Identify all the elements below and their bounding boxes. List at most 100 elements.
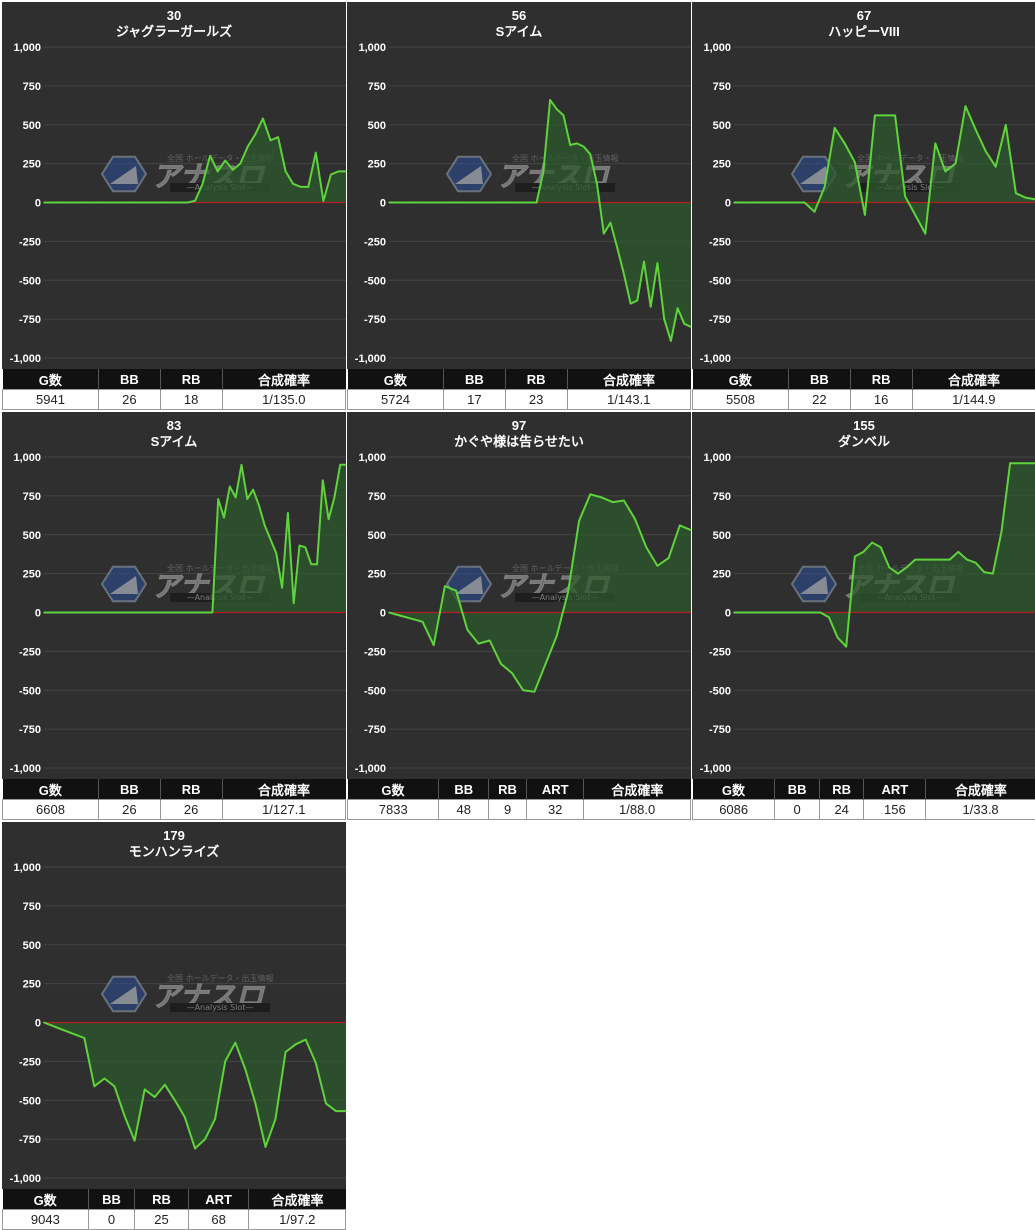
- stats-value: 1/143.1: [566, 389, 691, 410]
- y-tick-label: -1,000: [10, 353, 41, 365]
- data-point: [741, 611, 744, 614]
- data-point: [974, 561, 977, 564]
- data-point: [522, 689, 524, 692]
- logo-hexagon: [790, 565, 838, 603]
- data-point: [645, 546, 648, 548]
- data-point: [188, 611, 190, 614]
- chart-number: 56: [511, 8, 527, 23]
- data-point: [767, 611, 770, 614]
- data-point: [578, 520, 580, 522]
- data-point: [773, 201, 776, 204]
- stats-header: RB: [849, 369, 912, 390]
- stats-value: 22: [788, 389, 851, 410]
- data-point: [65, 201, 68, 204]
- data-point: [179, 201, 181, 204]
- data-point: [269, 139, 272, 142]
- chart-svg: 1,0007505002500-250-500-750-1,000アナスロ全国 …: [355, 452, 691, 775]
- stats-header: G数: [2, 369, 99, 390]
- stats-value-row: 5941 26 18 1/135.0: [1, 389, 346, 410]
- data-point: [103, 1077, 106, 1080]
- chart-svg: 1,0007505002500-250-500-750-1,000アナスロ全国 …: [355, 42, 691, 365]
- y-tick-label: 0: [380, 198, 386, 210]
- stats-header: RB: [159, 369, 222, 390]
- data-point: [337, 170, 340, 173]
- data-point: [73, 201, 75, 204]
- y-tick-label: 250: [23, 979, 41, 991]
- data-point: [78, 611, 80, 614]
- data-point: [629, 302, 632, 305]
- y-tick-label: -750: [364, 724, 386, 736]
- data-point: [477, 642, 480, 645]
- y-tick-label: 500: [713, 120, 731, 132]
- y-tick-label: -250: [709, 236, 731, 248]
- data-point: [95, 611, 98, 614]
- logo-stripe: [110, 986, 138, 1004]
- y-tick-label: 750: [713, 81, 731, 93]
- stats-header: BB: [774, 779, 820, 800]
- data-point: [649, 305, 652, 308]
- y-tick-label: 1,000: [358, 42, 386, 54]
- watermark-tag-bg: [860, 183, 960, 192]
- data-point: [810, 611, 813, 614]
- data-point: [298, 544, 301, 547]
- data-point: [141, 611, 144, 614]
- data-point: [763, 201, 765, 204]
- stats-header: 合成確率: [911, 369, 1035, 390]
- chart-panel: 1,0007505002500-250-500-750-1,000アナスロ全国 …: [692, 2, 1035, 369]
- stats-header: 合成確率: [248, 1189, 346, 1210]
- data-point: [93, 1085, 96, 1088]
- stats-table: G数 BB RB ART 合成確率 6086 0 24 156 1/33.8: [691, 779, 1035, 820]
- data-point: [244, 1068, 247, 1070]
- data-point: [399, 614, 401, 617]
- y-tick-label: 250: [713, 159, 731, 171]
- data-point: [974, 128, 977, 131]
- chart-number: 179: [163, 828, 185, 843]
- data-point: [345, 1110, 346, 1112]
- data-point: [194, 200, 196, 202]
- data-point: [234, 1041, 237, 1044]
- data-point: [263, 524, 266, 527]
- chart-card: 1,0007505002500-250-500-750-1,000アナスロ全国 …: [1, 2, 346, 410]
- stats-header: RB: [504, 369, 567, 390]
- chart-panel: 1,0007505002500-250-500-750-1,000アナスロ全国 …: [692, 412, 1035, 779]
- data-point: [864, 214, 866, 216]
- y-tick-label: -1,000: [10, 1173, 41, 1185]
- chart-number: 83: [166, 418, 182, 433]
- data-point: [73, 1033, 75, 1035]
- data-point: [53, 1025, 55, 1028]
- data-point: [884, 114, 886, 117]
- data-point: [216, 170, 219, 173]
- data-point: [623, 273, 625, 275]
- data-point: [948, 558, 951, 561]
- data-point: [258, 504, 260, 506]
- data-point: [957, 551, 960, 553]
- data-point: [304, 546, 307, 548]
- data-point: [159, 611, 161, 614]
- y-tick-label: -250: [19, 646, 41, 658]
- y-tick-label: -250: [364, 236, 386, 248]
- data-point: [495, 201, 498, 204]
- stats-header: G数: [692, 369, 789, 390]
- series-line: [389, 98, 691, 342]
- data-point: [441, 201, 444, 204]
- stats-value: 1/135.0: [221, 389, 346, 410]
- data-point: [1005, 124, 1007, 126]
- stats-header: ART: [863, 779, 926, 800]
- y-tick-label: 0: [35, 608, 41, 620]
- data-point: [247, 145, 249, 148]
- data-point: [224, 159, 226, 162]
- data-point: [240, 464, 243, 466]
- stats-value: 1/127.1: [221, 799, 346, 820]
- data-point: [58, 201, 60, 204]
- chart-name: かぐや様は告らせたい: [454, 434, 584, 449]
- data-point: [224, 1060, 226, 1063]
- logo-stripe: [800, 576, 828, 594]
- stats-value-row: 6086 0 24 156 1/33.8: [691, 799, 1035, 820]
- data-point: [589, 153, 592, 156]
- y-tick-label: -500: [19, 1095, 41, 1107]
- chart-name: モンハンライズ: [128, 844, 220, 859]
- data-point: [401, 201, 404, 204]
- watermark-tagline: —Analysis Slot—: [532, 593, 599, 602]
